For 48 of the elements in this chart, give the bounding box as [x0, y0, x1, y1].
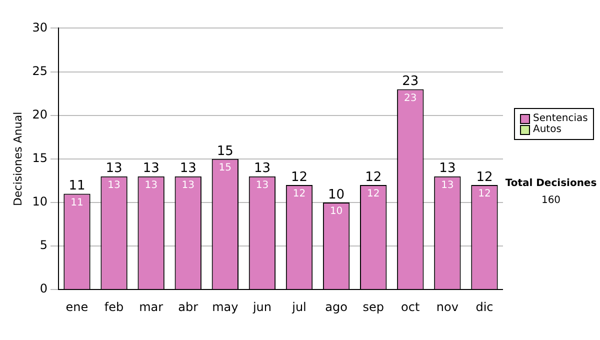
data-label: 13 [441, 180, 454, 191]
total-label: 12 [365, 170, 382, 185]
data-label: 23 [404, 92, 417, 104]
y-tick-label: 5 [40, 238, 48, 252]
total-label: 12 [476, 170, 493, 185]
x-tick-label: jun [252, 300, 272, 314]
x-tick-label: feb [104, 300, 124, 314]
data-label: 12 [366, 188, 380, 200]
text: 160 [540, 195, 562, 206]
data-label: 12 [292, 188, 306, 200]
x-tick-label: ene [66, 300, 88, 314]
x-tick-label: mar [139, 300, 164, 314]
y-tick-label: 20 [32, 107, 48, 122]
data-label: 13 [182, 180, 194, 191]
y-tick-label: 15 [32, 151, 48, 166]
total-label: 13 [439, 161, 456, 176]
legend-label: Sentencias [533, 113, 588, 124]
legend-label: Autos [533, 124, 562, 135]
total-label: 13 [106, 161, 122, 176]
x-tick-label: nov [436, 300, 458, 314]
data-label: 13 [256, 180, 269, 191]
data-label: 12 [478, 188, 491, 200]
total-label: 11 [68, 178, 86, 194]
x-tick-label: ago [325, 300, 348, 314]
data-label: 13 [144, 180, 158, 191]
x-tick-label: abr [178, 300, 198, 314]
total-label: 10 [328, 187, 345, 202]
text: Total Decisiones [504, 178, 598, 189]
x-tick-label: may [212, 300, 238, 314]
total-label: 23 [402, 74, 419, 90]
data-label: 10 [330, 206, 343, 218]
data-label: 13 [108, 180, 120, 191]
y-axis-title: Decisiones Anual [11, 112, 24, 206]
x-tick-label: sep [362, 300, 384, 314]
y-tick-label: 25 [32, 64, 48, 78]
y-tick-label: 30 [32, 20, 48, 34]
total-label: 15 [216, 144, 234, 159]
total-label: 13 [180, 161, 196, 176]
y-tick-label: 0 [40, 282, 48, 296]
data-label: 11 [70, 197, 84, 208]
x-tick-label: jul [291, 300, 306, 314]
x-tick-label: oct [401, 300, 420, 314]
data-label: 15 [218, 162, 232, 174]
total-label: 13 [142, 161, 160, 176]
total-label: 12 [290, 170, 308, 185]
x-tick-label: dic [476, 300, 494, 314]
total-label: 13 [254, 161, 270, 176]
y-tick-label: 10 [32, 194, 48, 209]
